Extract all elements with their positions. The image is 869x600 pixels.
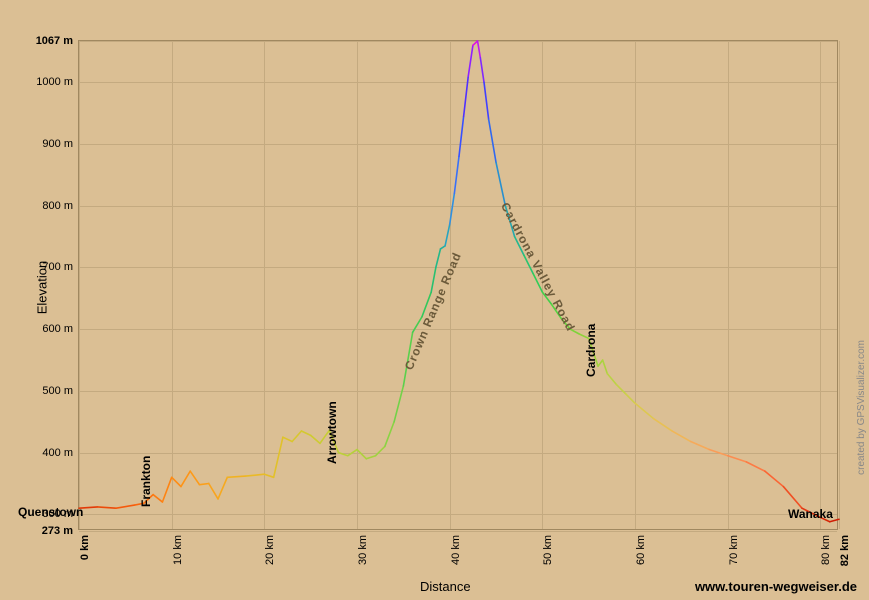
x-tick-label: 70 km [728, 529, 740, 565]
y-tick-label: 1000 m [36, 76, 79, 88]
x-tick-label: 50 km [542, 529, 554, 565]
elevation-chart: 0 km10 km20 km30 km40 km50 km60 km70 km8… [78, 40, 838, 530]
y-tick-label: 900 m [42, 138, 79, 150]
x-tick-label: 80 km [820, 529, 832, 565]
x-axis-label: Distance [420, 579, 471, 594]
credit-text: created by GPSVisualizer.com [856, 340, 867, 475]
x-tick-label: 20 km [264, 529, 276, 565]
x-tick-label: 40 km [450, 529, 462, 565]
x-tick-label: 60 km [635, 529, 647, 565]
place-label: Cardrona [584, 324, 598, 377]
x-tick-label: 10 km [172, 529, 184, 565]
place-label: Arrowtown [325, 401, 339, 464]
y-tick-label: 273 m [42, 525, 79, 537]
place-label: Frankton [139, 455, 153, 506]
y-axis-label: Elevation [35, 248, 50, 328]
place-label: Quenstown [18, 505, 83, 519]
y-tick-label: 800 m [42, 200, 79, 212]
place-label: Wanaka [788, 507, 833, 521]
y-tick-label: 500 m [42, 385, 79, 397]
footer-url: www.touren-wegweiser.de [695, 579, 857, 594]
y-tick-label: 1067 m [36, 35, 79, 47]
x-tick-label: 30 km [357, 529, 369, 565]
x-tick-label: 82 km [839, 529, 851, 566]
x-tick-label: 0 km [79, 529, 91, 560]
elevation-profile-line [79, 41, 839, 531]
y-tick-label: 400 m [42, 447, 79, 459]
